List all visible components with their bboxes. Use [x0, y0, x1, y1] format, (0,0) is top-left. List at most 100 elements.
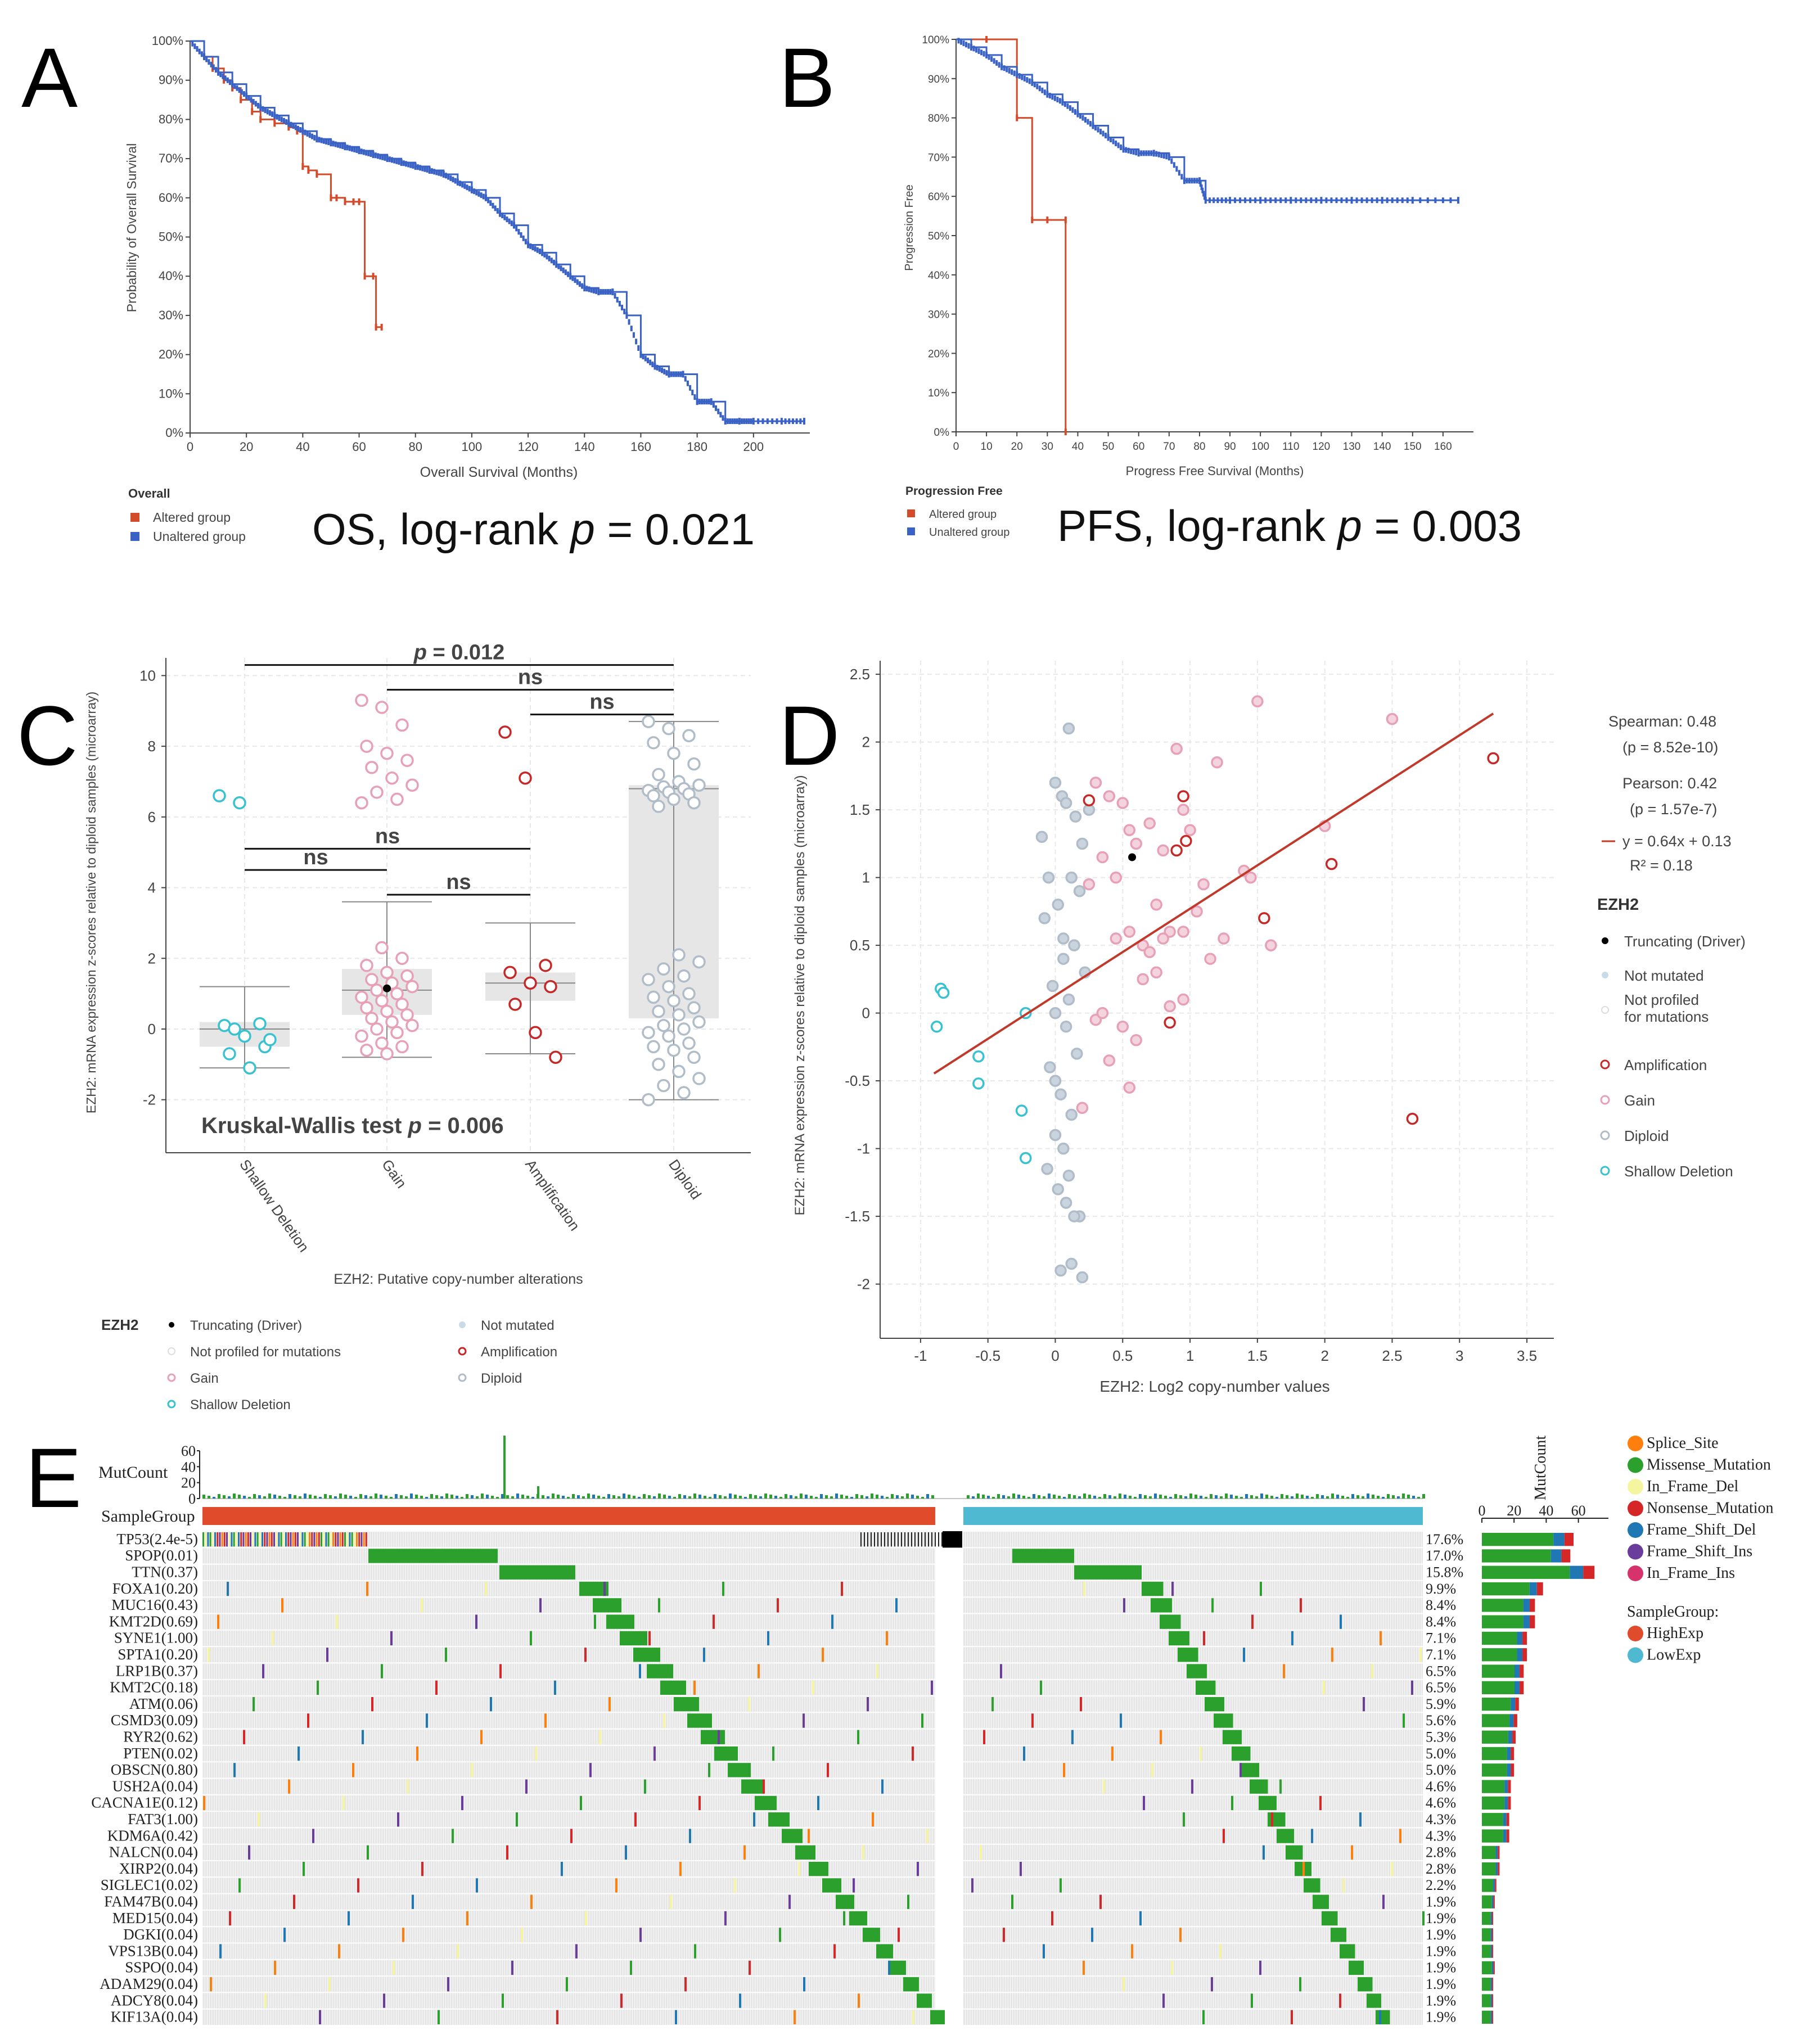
e-top-bar [1296, 1493, 1299, 1499]
e-side-bar-fsdel [1491, 1961, 1494, 1975]
e-top-bar [987, 1496, 990, 1499]
e-side-bar-nonsense [1492, 2010, 1494, 2024]
d-point-gain [1103, 1054, 1116, 1067]
e-top-bar [1169, 1497, 1172, 1499]
d-point-gain [1123, 824, 1136, 836]
c-point [667, 746, 680, 760]
e-top-bar [896, 1495, 899, 1499]
b-xtick-label: 80 [1193, 441, 1205, 453]
e-cell-tp53 [276, 1532, 278, 1547]
e-side-bar-fsdel [1550, 1549, 1562, 1563]
e-top-bar [1270, 1496, 1273, 1499]
e-cell-cascade-low [1196, 1680, 1216, 1695]
e-top-bar [835, 1493, 838, 1499]
e-cell-scatter [570, 1829, 573, 1843]
d-point-gain [1130, 837, 1142, 850]
e-top-bar [1103, 1494, 1106, 1499]
e-cell-scatter [445, 1648, 447, 1662]
d-point-gain [1143, 946, 1156, 958]
e-gene-label: SSPO(0.04) [125, 1959, 198, 1976]
d-legend-marker-notprofiled [1601, 1006, 1609, 1014]
d-xtick-label: 1 [1186, 1347, 1194, 1364]
d-point-gain [1265, 939, 1277, 951]
e-top-bar [866, 1496, 868, 1499]
c-point [692, 778, 706, 792]
e-cell-cascade-high [755, 1795, 777, 1811]
b-legend-title: Progression Free [905, 485, 1003, 498]
c-point [385, 771, 399, 785]
e-cell-scatter [561, 1862, 563, 1876]
e-cell-scatter [862, 1845, 864, 1860]
e-cell-scatter [530, 1631, 532, 1646]
e-top-bar [309, 1495, 312, 1499]
e-cell-scatter-low [1203, 1631, 1205, 1646]
e-side-bar-fsdel [1523, 1599, 1530, 1612]
e-top-bar [329, 1495, 332, 1499]
e-gene-freq: 6.5% [1426, 1680, 1456, 1696]
a-ytick-label: 20% [159, 348, 183, 362]
e-top-bar [1255, 1496, 1258, 1499]
e-cell-scatter [208, 1648, 210, 1662]
e-cell-scatter [511, 1960, 513, 1975]
e-top-bar [552, 1493, 555, 1499]
e-top-bar [430, 1494, 433, 1499]
c-ytick-label: -2 [143, 1091, 156, 1108]
e-top-bar [521, 1495, 524, 1499]
e-cell-scatter [798, 1862, 800, 1876]
c-point [687, 1001, 701, 1015]
e-cell-scatter [931, 1680, 933, 1695]
d-ytick-label: -0.5 [845, 1072, 870, 1089]
e-cell-scatter [227, 1581, 229, 1596]
e-cell-scatter [274, 1960, 276, 1975]
e-top-bar [982, 1495, 985, 1499]
e-top-bar [1093, 1496, 1096, 1499]
d-xtick-label: 2.5 [1382, 1347, 1402, 1364]
a-ytick-label: 90% [159, 73, 183, 87]
e-top-bar [380, 1495, 382, 1499]
c-point [519, 771, 532, 785]
e-cell-scatter [926, 1829, 928, 1843]
e-legend-group-marker [1628, 1626, 1643, 1641]
e-cell-black [901, 1532, 902, 1547]
c-point [652, 1058, 665, 1071]
e-gene-freq: 5.6% [1426, 1712, 1456, 1729]
b-xtick-label: 40 [1072, 441, 1084, 453]
e-cell-black [908, 1532, 909, 1547]
d-legend-marker-gain [1600, 1095, 1610, 1105]
e-side-bar-missense [1482, 1763, 1507, 1777]
e-cell-scatter [620, 1993, 623, 2008]
d-point-diploid [1042, 871, 1055, 884]
b-legend-unaltered: Unaltered group [929, 526, 1009, 539]
d-point-diploid [1076, 1271, 1089, 1284]
c-legend-marker-amp [458, 1347, 467, 1356]
c-bracket-label: ns [518, 666, 543, 689]
e-side-bar-nonsense [1512, 1730, 1516, 1744]
c-xlabel: EZH2: Putative copy-number alterations [333, 1271, 583, 1287]
a-legend-title: Overall [128, 486, 170, 500]
e-top-bar [364, 1495, 367, 1499]
e-gene-label: KMT2C(0.18) [110, 1679, 198, 1696]
e-cell-cascade-low [1232, 1746, 1251, 1761]
b-xtick-label: 100 [1251, 441, 1269, 453]
c-point [223, 1047, 236, 1061]
e-cell-scatter [594, 1614, 596, 1629]
e-top-bar [1407, 1495, 1410, 1499]
d-xtick-label: -1 [914, 1347, 927, 1364]
c-legend-marker-notmutated [459, 1321, 466, 1328]
e-cell-black [891, 1532, 892, 1547]
e-cell-tp53 [226, 1532, 228, 1547]
e-cell-scatter [772, 1746, 774, 1761]
e-side-bar-nonsense [1493, 1961, 1495, 1975]
e-cell-cascade-high [633, 1648, 660, 1662]
e-gene-label: NALCN(0.04) [109, 1844, 198, 1861]
e-cell-scatter-low [1123, 1598, 1125, 1613]
e-top-bar [1124, 1495, 1126, 1499]
d-point-diploid [1052, 899, 1065, 911]
c-bracket-p-value: = 0.012 [427, 641, 504, 665]
e-cell-scatter [684, 1977, 687, 1992]
c-point [667, 1043, 680, 1057]
e-top-bar [263, 1496, 266, 1499]
e-cell-scatter-low [1299, 1977, 1301, 1992]
e-cell-scatter [317, 1680, 319, 1695]
e-gene-label: FOXA1(0.20) [112, 1580, 198, 1597]
